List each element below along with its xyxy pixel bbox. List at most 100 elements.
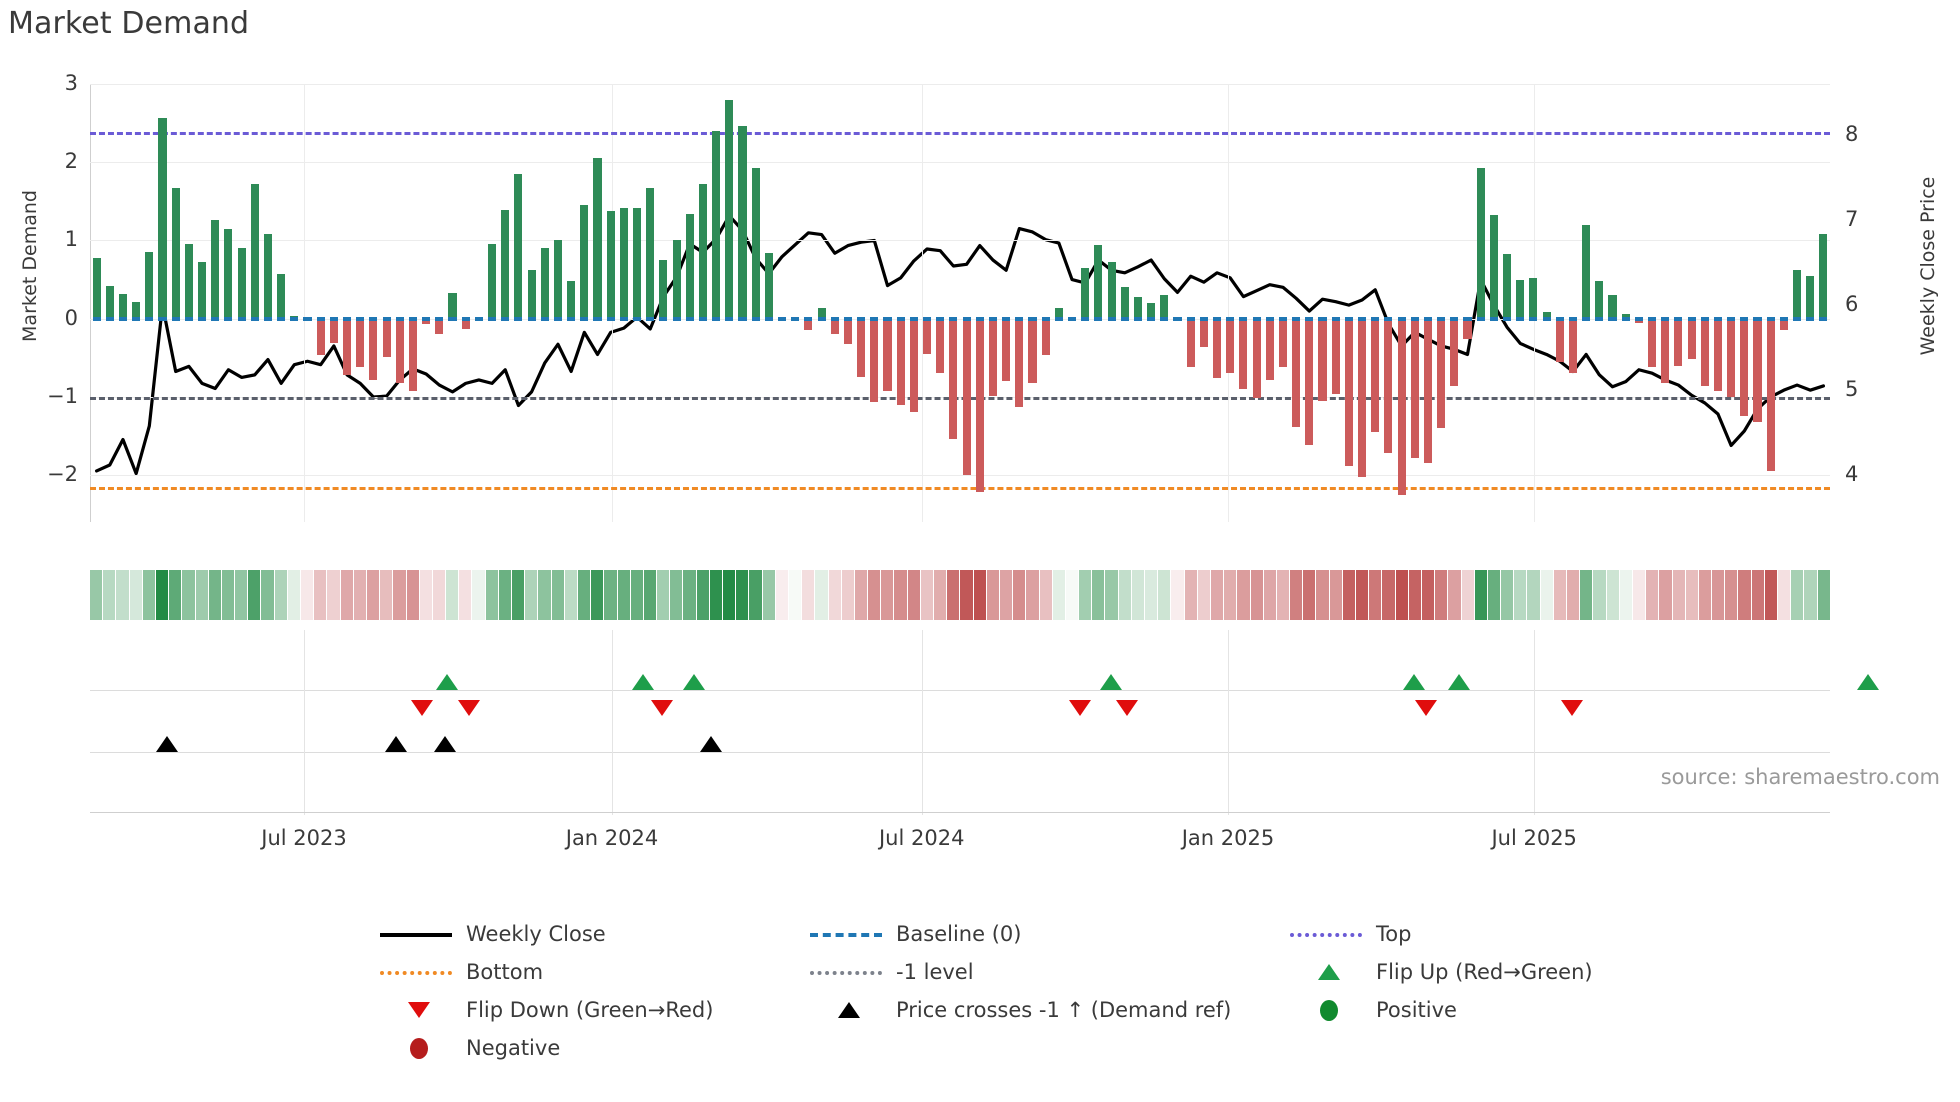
legend-label: Weekly Close xyxy=(466,922,606,946)
dotted-line-icon xyxy=(1290,922,1362,946)
demand-bar xyxy=(1041,318,1050,355)
baseline-cap xyxy=(1015,316,1024,321)
demand-bar xyxy=(632,207,642,319)
legend-item[interactable]: Baseline (0) xyxy=(810,922,1290,946)
legend-item[interactable]: -1 level xyxy=(810,960,1290,984)
heatmap-cell xyxy=(1395,570,1409,620)
legend-item[interactable]: Flip Up (Red→Green) xyxy=(1290,960,1680,984)
vertical-gridline xyxy=(921,84,923,522)
demand-bar xyxy=(870,318,879,402)
demand-bar xyxy=(1423,318,1433,464)
baseline-cap xyxy=(1634,316,1643,321)
gridline xyxy=(90,318,1830,320)
legend-item[interactable]: Price crosses -1 ↑ (Demand ref) xyxy=(810,998,1290,1022)
heatmap-cell xyxy=(1751,570,1765,620)
baseline-cap xyxy=(105,316,114,321)
baseline-cap xyxy=(1450,316,1459,321)
demand-bar xyxy=(527,270,536,319)
marker-gridline xyxy=(90,752,1830,753)
y-tick-left: 2 xyxy=(64,149,78,174)
heatmap-cell xyxy=(907,570,921,620)
baseline-cap xyxy=(303,316,312,321)
baseline-cap xyxy=(145,316,154,321)
baseline-cap xyxy=(158,316,167,321)
flip-down-marker xyxy=(1561,700,1584,716)
heatmap-cell xyxy=(1540,570,1554,620)
baseline-cap xyxy=(1357,316,1367,321)
flip-up-marker xyxy=(1857,674,1880,690)
baseline-cap xyxy=(619,316,628,321)
baseline-cap xyxy=(1318,316,1327,321)
heatmap-cell xyxy=(1421,570,1436,620)
demand-bar xyxy=(1621,313,1630,319)
heatmap-cell xyxy=(1184,570,1198,620)
heatmap-cell xyxy=(1487,570,1502,620)
baseline-cap xyxy=(922,316,932,321)
baseline-cap xyxy=(1819,316,1828,321)
solid-line-icon xyxy=(380,922,452,946)
heatmap-cell xyxy=(657,570,671,620)
baseline-cap xyxy=(1568,316,1578,321)
demand-bar xyxy=(1489,215,1498,319)
flip-down-marker xyxy=(651,700,674,716)
baseline-cap xyxy=(738,316,747,321)
baseline-cap xyxy=(580,316,589,321)
demand-bar xyxy=(1595,281,1604,319)
heatmap-cell xyxy=(1567,570,1581,620)
demand-bar xyxy=(1081,267,1090,319)
legend-item[interactable]: Bottom xyxy=(380,960,810,984)
baseline-cap xyxy=(382,316,391,321)
legend-item[interactable]: Positive xyxy=(1290,998,1680,1022)
baseline-cap xyxy=(883,316,892,321)
legend-label: Price crosses -1 ↑ (Demand ref) xyxy=(896,998,1232,1022)
heatmap-cell xyxy=(1580,570,1594,620)
heatmap-cell xyxy=(1250,570,1264,620)
heatmap-cell xyxy=(1316,570,1330,620)
baseline-cap xyxy=(501,316,510,321)
dot-icon xyxy=(1290,998,1362,1022)
legend-item[interactable]: Weekly Close xyxy=(380,922,810,946)
heatmap-cell xyxy=(920,570,934,620)
demand-bar xyxy=(1292,318,1301,427)
legend-item[interactable]: Negative xyxy=(380,1036,810,1060)
legend-item[interactable]: Flip Down (Green→Red) xyxy=(380,998,810,1022)
demand-bar xyxy=(1265,318,1274,380)
marker-vertical-gridline xyxy=(612,630,613,815)
demand-bar xyxy=(158,117,167,319)
heatmap-cell xyxy=(1448,570,1462,620)
heatmap-cell xyxy=(1619,570,1633,620)
y-tick-right: 6 xyxy=(1845,292,1859,317)
baseline-cap xyxy=(132,316,141,321)
demand-bar xyxy=(949,318,958,440)
baseline-cap xyxy=(1199,316,1208,321)
demand-bar xyxy=(105,285,114,319)
heatmap-cell xyxy=(235,570,249,620)
demand-bar xyxy=(553,240,563,319)
demand-bar xyxy=(1766,318,1775,472)
heatmap-cell xyxy=(1712,570,1726,620)
heatmap-cell xyxy=(1435,570,1449,620)
baseline-cap xyxy=(342,316,352,321)
heatmap-cell xyxy=(788,570,803,620)
legend-item[interactable]: Top xyxy=(1290,922,1680,946)
demand-bar xyxy=(132,302,141,319)
baseline-cap xyxy=(277,316,286,321)
baseline-cap xyxy=(1779,316,1788,321)
heatmap-cell xyxy=(195,570,209,620)
triangle-down-icon xyxy=(380,998,452,1022)
price-cross-minus-one-marker xyxy=(433,736,456,752)
chart-legend: Weekly Close Baseline (0) Top Bottom -1 leve… xyxy=(380,915,1680,1067)
baseline-cap xyxy=(830,316,839,321)
heatmap-cell xyxy=(1210,570,1225,620)
baseline-cap xyxy=(1582,316,1591,321)
x-tick-label: Jan 2025 xyxy=(1181,826,1275,850)
demand-bar xyxy=(1713,318,1723,391)
baseline-cap xyxy=(1397,316,1406,321)
baseline-cap xyxy=(171,316,180,321)
baseline-cap xyxy=(92,316,101,321)
demand-bar xyxy=(567,281,576,319)
baseline-cap xyxy=(1041,316,1050,321)
demand-bar xyxy=(685,213,694,319)
heatmap-cell xyxy=(459,570,473,620)
demand-bar xyxy=(316,318,325,356)
